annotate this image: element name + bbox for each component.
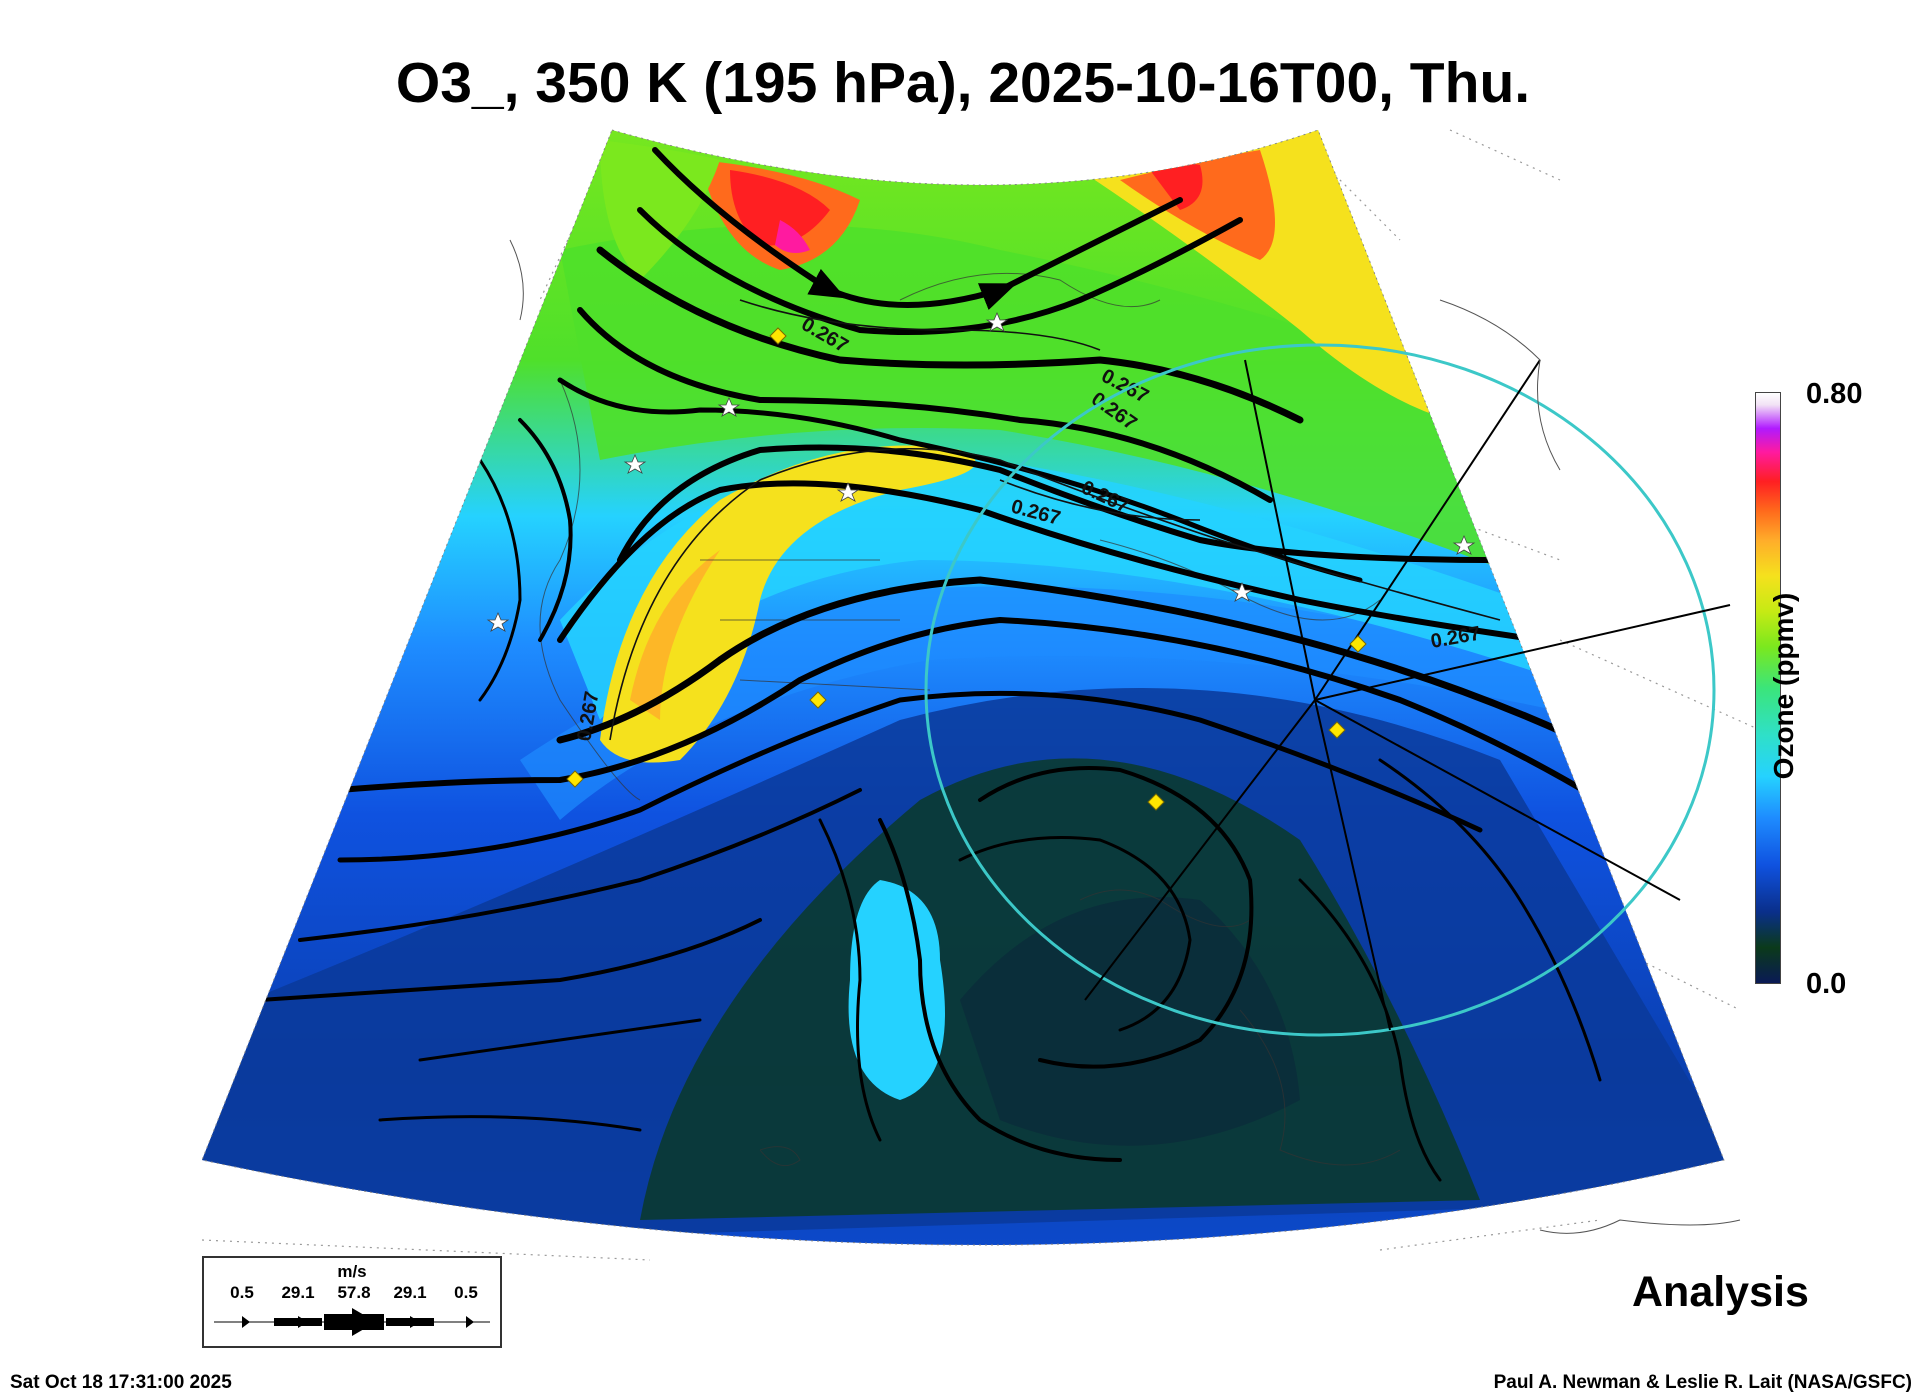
ozone-contours (609, 299, 1501, 741)
timestamp: Sat Oct 18 17:31:00 2025 (10, 1372, 232, 1393)
colorbar-max-label: 0.80 (1806, 378, 1863, 410)
legend-unit: m/s (337, 1262, 367, 1281)
credit: Paul A. Newman & Leslie R. Lait (NASA/GS… (1493, 1372, 1912, 1393)
white-star-station-icon (486, 311, 1476, 632)
map-title: O3_, 350 K (195 hPa), 2025-10-16T00, Thu… (395, 51, 1531, 115)
analysis-label: Analysis (1632, 1268, 1809, 1316)
colorbar (1755, 392, 1781, 984)
map-frame (201, 129, 1725, 1246)
legend-speed: 29.1 (393, 1283, 427, 1302)
colorbar-title: Ozone (ppmv) (1768, 592, 1799, 780)
legend-speed: 29.1 (281, 1283, 315, 1302)
coastlines-outer (509, 239, 1741, 1234)
ozone-field (202, 130, 1724, 1245)
legend-arrows (214, 1308, 490, 1336)
legend-speed: 0.5 (454, 1283, 478, 1302)
wind-streamlines (258, 147, 1603, 1182)
wind-vector-legend: m/s 0.5 29.1 57.8 29.1 0.5 (202, 1256, 502, 1348)
coastlines (539, 272, 1401, 1167)
colorbar-min-label: 0.0 (1806, 968, 1847, 1000)
yellow-diamond-site-icon (566, 327, 1367, 811)
range-ring (924, 343, 1731, 1037)
legend-speed: 57.8 (337, 1283, 371, 1302)
legend-speed: 0.5 (230, 1283, 254, 1302)
